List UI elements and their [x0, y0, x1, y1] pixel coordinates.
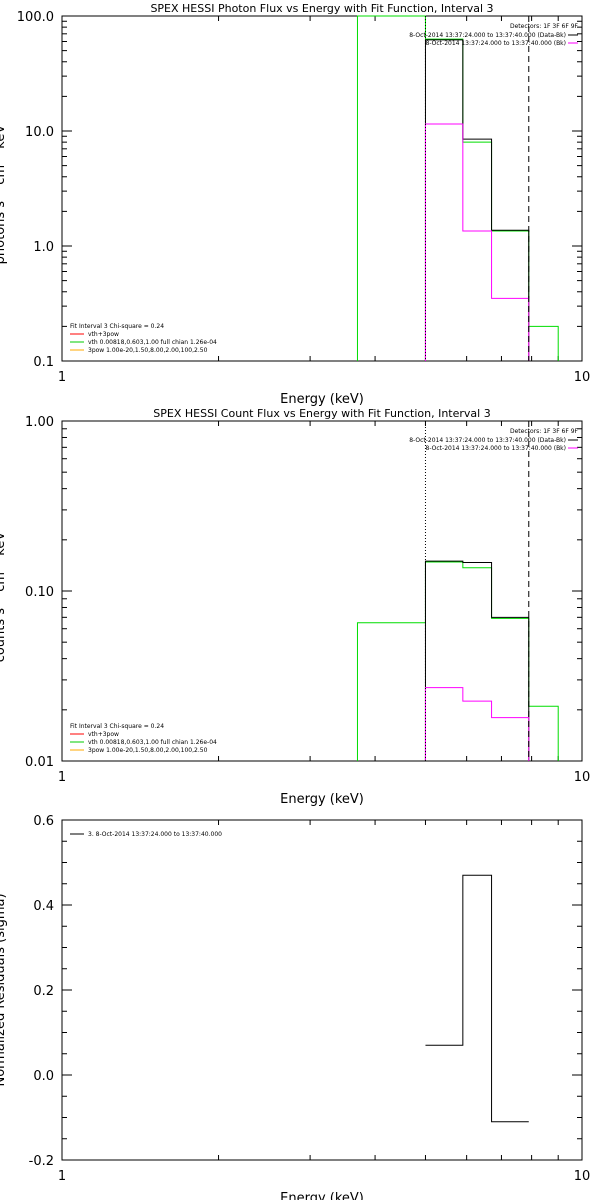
series-1-step	[356, 561, 559, 761]
x-tick-label: 1	[58, 1169, 66, 1184]
x-axis-label: Energy (keV)	[280, 1191, 364, 1200]
legend-entry-label: 8-Oct-2014 13:37:24.000 to 13:37:40.000 …	[426, 40, 567, 47]
series-2-step	[424, 39, 530, 361]
x-tick-label: 10	[574, 770, 591, 785]
x-tick-label: 10	[574, 370, 591, 385]
series-1-step	[425, 874, 529, 1123]
chart-panel-2: SPEX HESSI Count Flux vs Energy with Fit…	[0, 407, 590, 807]
legend-detectors: Detectors: 1F 3F 6F 9F	[510, 428, 579, 435]
legend-entry-label: 3pow 1.00e-20,1.50,8.00,2.00,100,2.50	[88, 747, 208, 754]
legend-entry-label: 3pow 1.00e-20,1.50,8.00,2.00,100,2.50	[88, 347, 208, 354]
y-tick-label: 0.0	[33, 1069, 54, 1084]
y-tick-label: 0.6	[33, 814, 54, 829]
series-2-step	[424, 560, 530, 761]
series-1-step	[356, 15, 559, 361]
y-tick-label: -0.2	[29, 1154, 54, 1169]
y-axis-label: photons s⁻¹ cm⁻² keV⁻¹	[0, 113, 8, 265]
y-tick-label: 0.2	[33, 984, 54, 999]
y-tick-label: 0.4	[33, 899, 54, 914]
legend-fit-title: Fit Interval 3 Chi-square = 0.24	[70, 323, 164, 330]
y-tick-label: 0.01	[25, 755, 54, 770]
legend-fit-title: Fit Interval 3 Chi-square = 0.24	[70, 723, 164, 730]
plot-frame	[61, 15, 583, 362]
legend-entry-label: 8-Oct-2014 13:37:24.000 to 13:37:40.000 …	[409, 32, 566, 39]
y-axis-label: Normalized Residuals (sigma)	[0, 893, 8, 1086]
y-axis-label: counts s⁻¹ cm⁻² keV⁻¹	[0, 520, 8, 663]
legend-entry-label: vth+3pow	[88, 331, 119, 338]
x-axis-label: Energy (keV)	[280, 792, 364, 807]
x-tick-label: 10	[574, 1169, 591, 1184]
chart-panel-1: SPEX HESSI Photon Flux vs Energy with Fi…	[0, 2, 590, 407]
legend-entry-label: 3. 8-Oct-2014 13:37:24.000 to 13:37:40.0…	[88, 831, 222, 838]
y-tick-label: 0.1	[33, 355, 54, 370]
y-tick-label: 1.0	[33, 240, 54, 255]
y-tick-label: 1.00	[25, 415, 54, 430]
legend-entry-label: 8-Oct-2014 13:37:24.000 to 13:37:40.000 …	[409, 437, 566, 444]
x-axis-label: Energy (keV)	[280, 392, 364, 407]
legend-entry-label: 8-Oct-2014 13:37:24.000 to 13:37:40.000 …	[426, 445, 567, 452]
x-tick-label: 1	[58, 370, 66, 385]
y-tick-label: 10.0	[25, 125, 54, 140]
y-tick-label: 0.10	[25, 585, 54, 600]
chart-title: SPEX HESSI Photon Flux vs Energy with Fi…	[150, 2, 493, 15]
plot-frame	[61, 819, 583, 1161]
legend-entry-label: vth+3pow	[88, 731, 119, 738]
plot-frame	[61, 420, 583, 762]
x-tick-label: 1	[58, 770, 66, 785]
legend-entry-label: vth 0.00818,0.603,1.00 full chian 1.26e-…	[88, 339, 217, 346]
series-3-step	[424, 123, 530, 361]
legend-detectors: Detectors: 1F 3F 6F 9F	[510, 23, 579, 30]
legend-entry-label: vth 0.00818,0.603,1.00 full chian 1.26e-…	[88, 739, 217, 746]
series-3-step	[424, 687, 530, 761]
y-tick-label: 100.0	[17, 10, 54, 25]
chart-panel-3: 1 10 Energy (keV) Normalized Residuals (sig…	[0, 814, 590, 1200]
chart-title: SPEX HESSI Count Flux vs Energy with Fit…	[153, 407, 490, 420]
